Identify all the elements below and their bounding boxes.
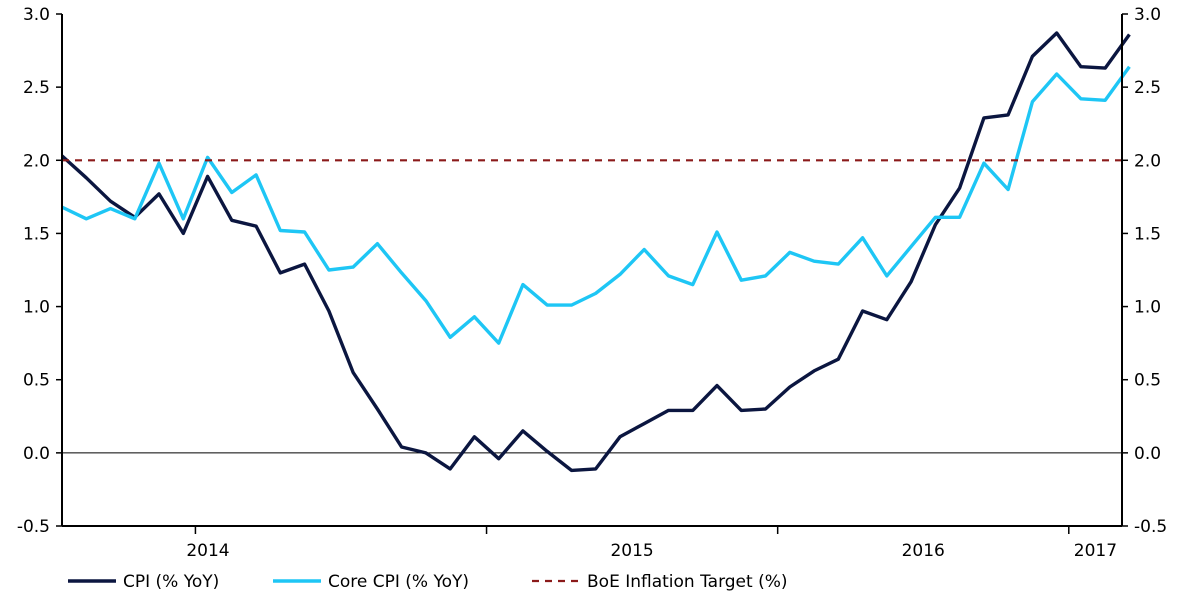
- series-line-cpi: [60, 31, 1131, 473]
- y-left-tick-label: 2.5: [23, 78, 50, 98]
- y-left-tick-label: -0.5: [17, 517, 50, 537]
- y-left-tick-label: 1.5: [23, 224, 50, 244]
- y-left-tick-label: 0.0: [23, 444, 50, 464]
- y-right-tick-label: 1.0: [1134, 298, 1161, 318]
- y-right-tick-label: 0.0: [1134, 444, 1161, 464]
- x-tick-label: 2015: [610, 541, 653, 561]
- y-left-tick-label: 2.0: [23, 151, 50, 171]
- x-tick-label: 2014: [186, 541, 229, 561]
- y-right-tick-label: 0.5: [1134, 371, 1161, 391]
- y-left-tick-label: 0.5: [23, 371, 50, 391]
- legend-label: BoE Inflation Target (%): [587, 572, 788, 592]
- y-right-tick-label: 2.0: [1134, 151, 1161, 171]
- legend-label: Core CPI (% YoY): [328, 572, 469, 592]
- legend-label: CPI (% YoY): [123, 572, 219, 592]
- y-right-tick-label: 2.5: [1134, 78, 1161, 98]
- y-axis-left: 3.0 2.5 2.0 1.5 1.0 0.5 0.0 -0.5: [17, 5, 62, 537]
- legend: CPI (% YoY) Core CPI (% YoY) BoE Inflation…: [68, 572, 788, 592]
- y-axis-right: 3.0 2.5 2.0 1.5 1.0 0.5 0.0 -0.5: [1122, 5, 1167, 537]
- x-axis: 2014 2015 2016 2017: [186, 526, 1117, 561]
- series-layer: [60, 31, 1131, 473]
- y-right-tick-label: 1.5: [1134, 224, 1161, 244]
- y-left-tick-label: 3.0: [23, 5, 50, 25]
- x-tick-label: 2017: [1074, 541, 1117, 561]
- axis-frame: [61, 14, 1123, 527]
- y-right-tick-label: 3.0: [1134, 5, 1161, 25]
- x-tick-label: 2016: [902, 541, 945, 561]
- y-right-tick-label: -0.5: [1134, 517, 1167, 537]
- series-line-core-cpi: [61, 65, 1131, 345]
- y-left-tick-label: 1.0: [23, 298, 50, 318]
